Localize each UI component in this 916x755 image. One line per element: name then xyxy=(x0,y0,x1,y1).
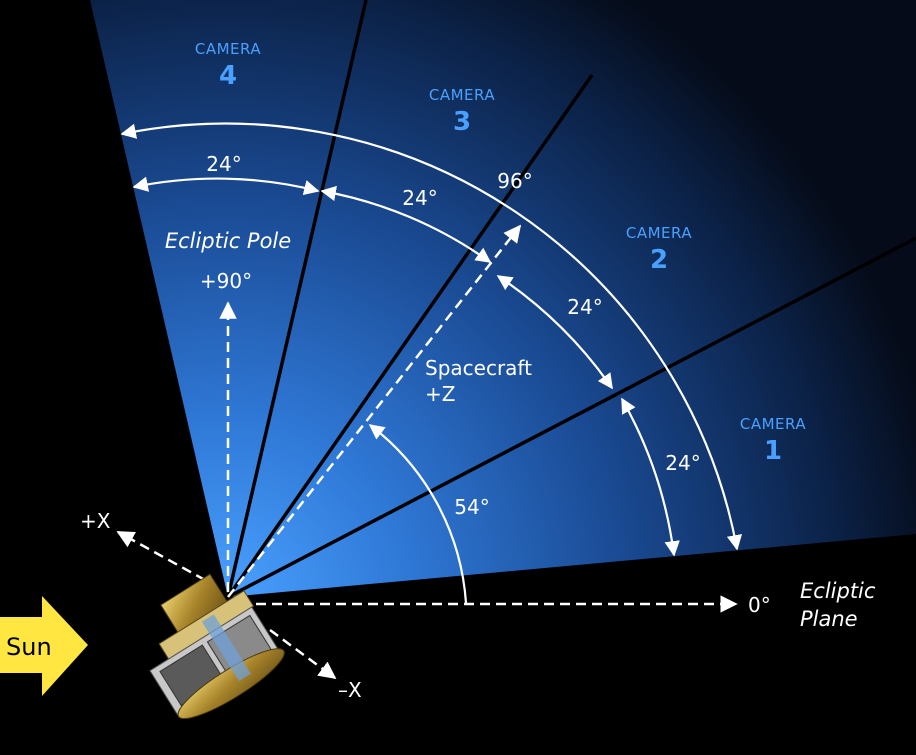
arc-elevation xyxy=(368,424,468,604)
camera1-title: CAMERA xyxy=(740,415,806,433)
sun-label: Sun xyxy=(6,633,52,661)
arc-cam2 xyxy=(496,275,613,390)
arc-cam1 xyxy=(621,397,680,557)
ecliptic-plane-label-1: Ecliptic xyxy=(800,579,876,603)
angle-cam1: 24° xyxy=(665,451,700,475)
plus-x-label: +X xyxy=(80,509,111,533)
arc-total-fov xyxy=(120,122,743,551)
x-axis-plus xyxy=(116,530,206,582)
angle-elevation: 54° xyxy=(454,495,489,519)
spacecraft-icon xyxy=(149,573,285,720)
ecliptic-pole-label: Ecliptic Pole xyxy=(165,229,291,253)
minus-x-label: –X xyxy=(338,678,362,702)
angle-cam2: 24° xyxy=(567,295,602,319)
camera3-title: CAMERA xyxy=(429,86,495,104)
camera1-number: 1 xyxy=(764,436,782,466)
camera4-title: CAMERA xyxy=(195,40,261,58)
arc-cam4 xyxy=(132,176,320,196)
camera2-title: CAMERA xyxy=(626,224,692,242)
angle-total: 96° xyxy=(497,169,532,193)
arc-cam3 xyxy=(320,185,492,263)
x-axis-minus xyxy=(269,628,337,680)
camera3-number: 3 xyxy=(453,107,471,137)
camera4-number: 4 xyxy=(219,61,237,91)
spacecraft-z-label: +Z xyxy=(425,382,455,406)
sun-arrow: Sun xyxy=(0,596,88,696)
angle-cam3: 24° xyxy=(402,186,437,210)
camera2-number: 2 xyxy=(650,245,668,275)
ecliptic-plane-label-2: Plane xyxy=(800,607,858,631)
angle-cam4: 24° xyxy=(206,152,241,176)
plane-angle: 0° xyxy=(748,593,771,617)
pole-angle: +90° xyxy=(200,269,252,293)
field-of-view-wedge xyxy=(90,0,916,597)
spacecraft-label: Spacecraft xyxy=(425,356,532,380)
